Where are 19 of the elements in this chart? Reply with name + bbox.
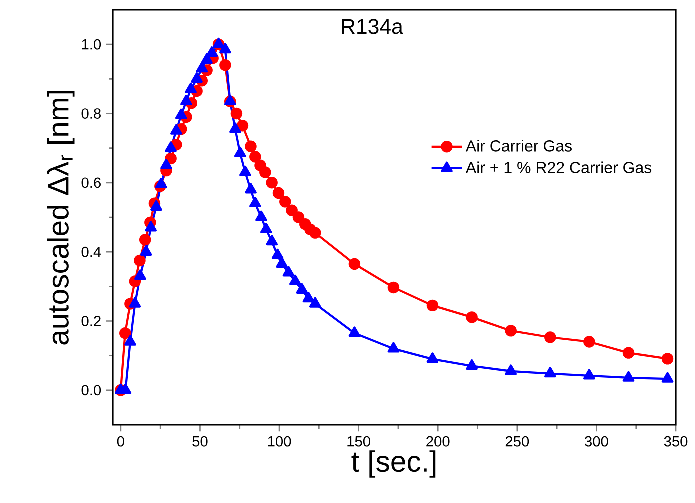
x-tick-label: 350 [664,436,688,447]
x-axis-title: t [sec.] [352,450,436,478]
y-tick-label: 0.2 [82,316,101,326]
x-tick-label: 100 [268,436,292,447]
legend-label: Air Carrier Gas [466,140,572,152]
y-tick-label: 0.4 [82,246,102,258]
chart-title: R134a [342,19,404,34]
legend-label: Air + 1 % R22 Carrier Gas [466,162,652,174]
y-tick-label: 1.0 [82,39,102,50]
x-tick-label: 200 [426,436,450,447]
y-tick-label: 0.0 [82,385,102,396]
y-axis-title: autoscaled Δλ$_{r}$ [nm] [47,91,75,345]
x-tick-label: 150 [348,436,370,447]
x-tick-label: 0 [117,436,124,447]
y-tick-label: 0.6 [82,178,101,188]
x-tick-label: 50 [192,436,208,447]
y-tick-label: 0.8 [82,108,101,119]
x-tick-label: 250 [506,436,530,447]
x-tick-label: 300 [585,436,608,447]
